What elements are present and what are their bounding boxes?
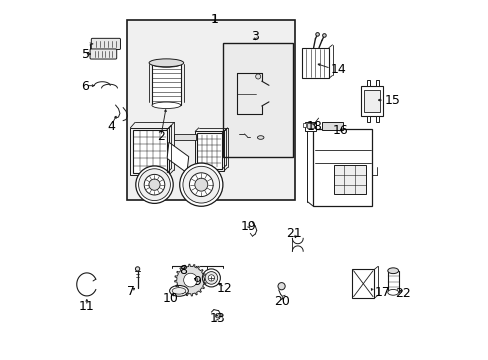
Circle shape: [138, 169, 170, 201]
Bar: [375, 116, 378, 122]
Text: 7: 7: [127, 285, 135, 298]
Bar: [303, 123, 305, 127]
Text: 4: 4: [107, 120, 115, 132]
Text: 1: 1: [211, 13, 219, 26]
Bar: [366, 116, 369, 122]
Circle shape: [136, 166, 173, 203]
Text: 19: 19: [240, 220, 255, 233]
Text: 10: 10: [163, 292, 178, 305]
Circle shape: [183, 273, 197, 287]
Text: 9: 9: [193, 275, 201, 288]
Bar: [351, 269, 374, 298]
Bar: [363, 90, 379, 112]
Circle shape: [315, 32, 319, 36]
Circle shape: [215, 314, 219, 318]
Polygon shape: [174, 264, 206, 296]
FancyBboxPatch shape: [91, 38, 120, 49]
Circle shape: [144, 174, 164, 195]
Bar: [195, 131, 224, 171]
Circle shape: [189, 173, 213, 197]
Bar: [305, 122, 315, 131]
Text: 16: 16: [332, 124, 348, 137]
Ellipse shape: [387, 268, 398, 274]
Text: 13: 13: [209, 312, 225, 325]
Ellipse shape: [169, 285, 188, 296]
Text: 5: 5: [82, 48, 90, 61]
Text: 17: 17: [374, 286, 390, 299]
Bar: [321, 122, 342, 130]
Ellipse shape: [152, 102, 181, 109]
Ellipse shape: [257, 136, 264, 139]
Bar: [333, 165, 366, 194]
Bar: [361, 85, 382, 116]
Bar: [127, 20, 294, 200]
Circle shape: [179, 163, 223, 206]
Bar: [366, 80, 369, 85]
Bar: [223, 43, 292, 157]
Bar: [306, 123, 313, 128]
Bar: [312, 129, 371, 206]
Bar: [133, 130, 167, 173]
Ellipse shape: [152, 60, 181, 67]
Text: 11: 11: [79, 300, 95, 313]
Circle shape: [255, 74, 260, 79]
Bar: [152, 64, 181, 105]
Circle shape: [148, 179, 160, 190]
Text: 21: 21: [285, 227, 302, 240]
Ellipse shape: [172, 288, 185, 294]
Bar: [130, 128, 169, 175]
Ellipse shape: [387, 289, 398, 295]
Circle shape: [277, 283, 285, 290]
Circle shape: [183, 166, 219, 203]
Text: 3: 3: [251, 30, 259, 42]
Circle shape: [322, 34, 325, 37]
Text: 12: 12: [216, 282, 232, 294]
Bar: [197, 133, 222, 169]
Text: 18: 18: [306, 120, 322, 132]
Circle shape: [204, 271, 217, 284]
Polygon shape: [167, 142, 188, 173]
Circle shape: [194, 178, 207, 191]
Ellipse shape: [149, 59, 183, 67]
Text: 6: 6: [81, 80, 89, 93]
Circle shape: [202, 269, 220, 287]
Text: 22: 22: [394, 287, 410, 300]
Text: 20: 20: [273, 295, 289, 308]
Text: 2: 2: [157, 130, 164, 143]
Bar: [375, 80, 378, 85]
Circle shape: [208, 275, 214, 281]
Bar: [387, 271, 398, 292]
Circle shape: [135, 267, 140, 271]
Bar: [301, 48, 328, 78]
Text: 14: 14: [330, 63, 346, 76]
Bar: [174, 134, 196, 140]
Text: 8: 8: [179, 264, 187, 277]
FancyBboxPatch shape: [90, 49, 117, 59]
Text: 15: 15: [384, 94, 400, 107]
